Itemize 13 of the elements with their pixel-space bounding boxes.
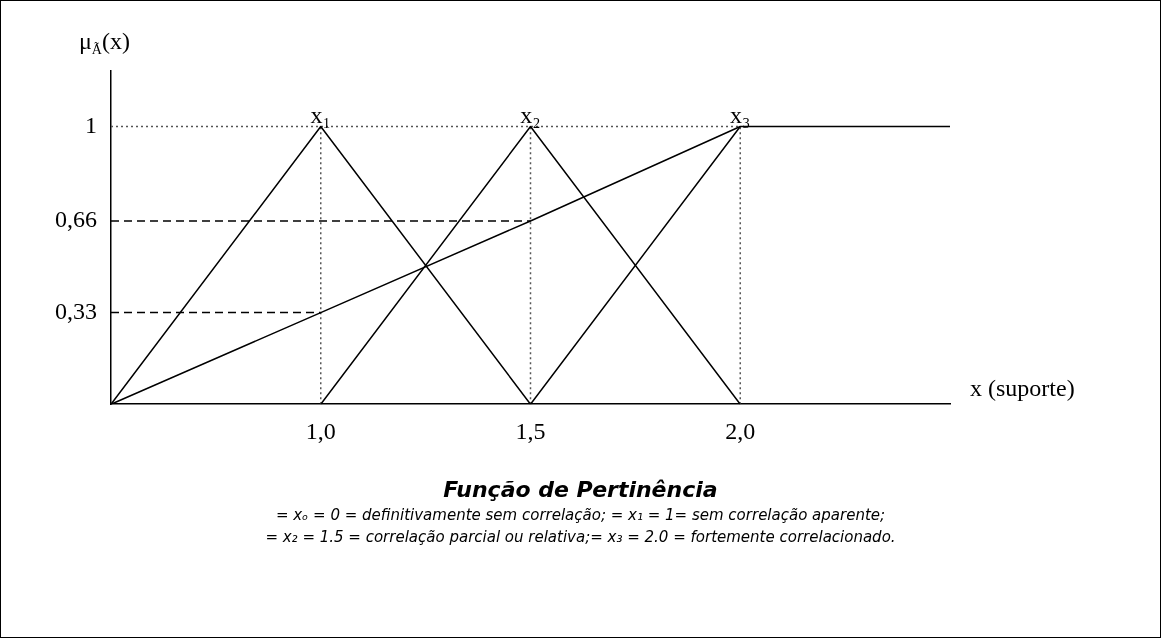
annotation: x₁	[310, 101, 331, 128]
x-axis-title: x (suporte)	[970, 375, 1075, 402]
y-tick-label: 1	[85, 111, 97, 138]
text: = x₂ = 1.5 = correlação parcial ou relativa;= x₃ = 2.0 = fortemente correlacionado.	[264, 528, 897, 546]
annotation: x₂	[520, 101, 541, 128]
x-tick-label: 1,0	[305, 417, 336, 444]
x-tick-label: 2,0	[725, 417, 756, 444]
text: = xₒ = 0 = definitivamente sem correlação; = x₁ = 1= sem correlação aparente;	[274, 506, 887, 524]
x-tick-label: 1,5	[515, 417, 546, 444]
text: Função de Pertinência	[442, 477, 719, 502]
annotation: x₃	[730, 101, 751, 128]
y-tick-label: 0,33	[55, 297, 97, 324]
y-tick-label: 0,66	[55, 206, 97, 233]
